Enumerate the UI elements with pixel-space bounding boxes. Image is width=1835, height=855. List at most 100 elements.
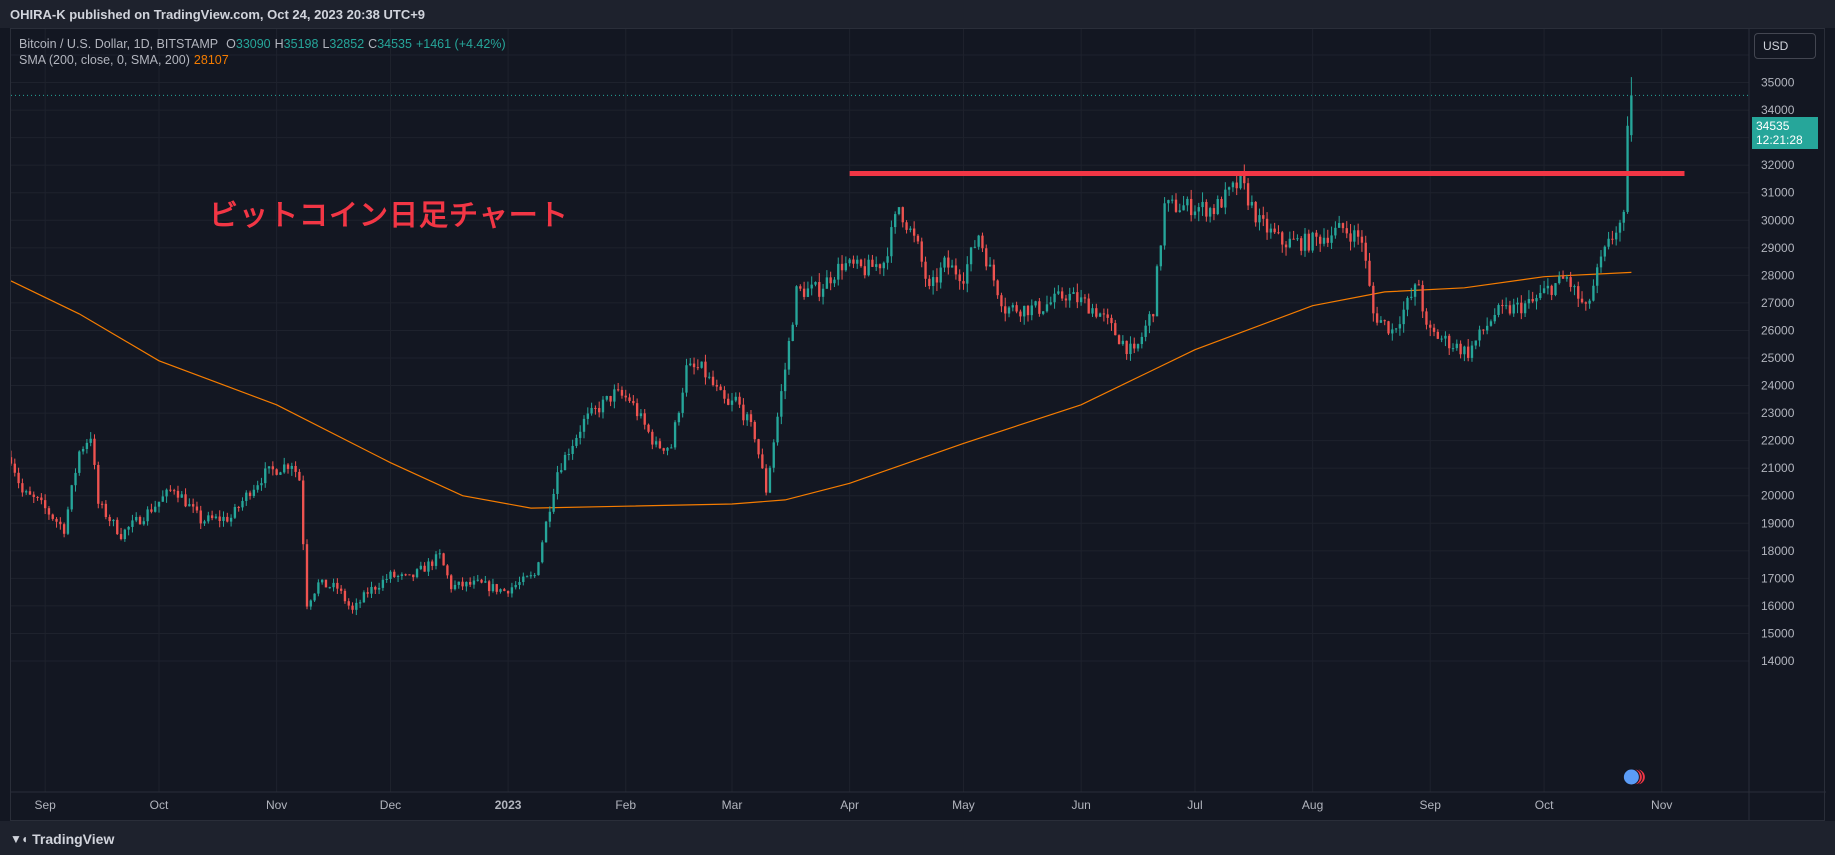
candle-body — [601, 399, 605, 413]
candle-body — [336, 582, 339, 589]
candle-body — [1254, 201, 1257, 223]
candle-body — [856, 259, 859, 264]
candle-body — [1231, 182, 1235, 188]
candle-body — [1448, 335, 1451, 349]
candle-body — [1485, 325, 1489, 331]
candle-body — [810, 284, 813, 289]
sma-label[interactable]: SMA (200, close, 0, SMA, 200) — [19, 53, 190, 67]
candle-body — [1117, 335, 1121, 345]
x-tick-label: Sep — [1420, 798, 1442, 812]
candle-body — [1429, 324, 1432, 328]
candle-body — [1394, 328, 1398, 330]
candle-body — [1041, 311, 1045, 314]
candle-body — [199, 510, 202, 524]
candle-body — [112, 519, 115, 522]
x-tick-label: Oct — [1535, 798, 1554, 812]
y-tick-label: 19000 — [1761, 516, 1795, 530]
candle-body — [396, 576, 400, 578]
candle-body — [840, 263, 844, 271]
candle-body — [1174, 199, 1178, 212]
candle-body — [1197, 207, 1200, 212]
candle-body — [992, 264, 996, 281]
candle-body — [1493, 314, 1496, 322]
y-tick-label: 32000 — [1761, 158, 1795, 172]
chart-annotation-text[interactable]: ビットコイン日足チャート — [209, 200, 569, 232]
candle-body — [1038, 301, 1041, 314]
candle-body — [495, 584, 498, 592]
chart-area[interactable]: 14000 15000 16000 17000 18000 19000 20000 21000… — [10, 28, 1826, 822]
candle-body — [195, 506, 199, 511]
candle-body — [837, 263, 840, 280]
candle-body — [1292, 238, 1295, 240]
candle-body — [541, 542, 544, 563]
y-tick-label: 26000 — [1761, 323, 1795, 337]
candle-body — [1258, 215, 1261, 223]
tradingview-brand[interactable]: ▼◖ TradingView — [10, 831, 114, 847]
candle-body — [1178, 210, 1181, 212]
candle-body — [1140, 336, 1144, 345]
candle-body — [62, 524, 66, 534]
candle-body — [229, 517, 233, 522]
currency-selector[interactable]: USD — [1754, 33, 1816, 59]
candle-body — [1049, 302, 1052, 305]
publisher-bar: OHIRA-K published on TradingView.com, Oc… — [0, 0, 1835, 28]
candle-body — [203, 521, 206, 524]
candle-body — [719, 386, 722, 391]
candle-body — [146, 509, 149, 522]
candle-body — [1307, 233, 1310, 251]
candle-body — [522, 576, 525, 583]
candle-body — [1349, 233, 1352, 242]
candle-body — [525, 576, 529, 578]
candle-body — [161, 496, 164, 502]
candle-body — [1603, 246, 1606, 257]
candle-body — [419, 565, 423, 570]
candle-body — [871, 259, 874, 267]
candle-body — [632, 400, 635, 404]
candle-body — [1315, 232, 1318, 237]
candle-body — [1360, 236, 1364, 243]
candle-body — [802, 288, 806, 297]
candle-body — [1611, 238, 1614, 240]
candle-body — [1406, 297, 1409, 310]
candle-body — [563, 454, 567, 471]
candle-body — [977, 235, 980, 247]
candle-body — [533, 575, 536, 577]
chart-canvas[interactable]: 14000 15000 16000 17000 18000 19000 20000 21000… — [11, 29, 1826, 822]
candle-body — [681, 392, 684, 413]
candle-body — [613, 389, 616, 402]
candle-body — [309, 600, 312, 607]
candle-body — [434, 554, 438, 566]
candle-body — [431, 561, 434, 566]
candle-body — [544, 521, 548, 543]
x-tick-label: Oct — [150, 798, 169, 812]
candle-body — [579, 431, 582, 438]
candle-body — [324, 579, 328, 588]
candle-body — [1227, 187, 1231, 190]
candle-body — [567, 453, 571, 455]
candle-body — [947, 257, 950, 268]
candle-body — [1588, 300, 1591, 304]
candle-body — [1512, 304, 1515, 314]
candle-body — [13, 463, 16, 473]
candle-body — [890, 227, 893, 257]
candle-body — [901, 207, 904, 223]
candle-body — [1083, 297, 1087, 299]
candle-body — [685, 365, 688, 393]
low-value: 32852 — [329, 37, 365, 51]
candle-body — [833, 279, 836, 284]
candle-body — [176, 490, 180, 498]
candle-body — [423, 565, 426, 572]
ohlc-close: C34535 — [368, 36, 412, 52]
candle-body — [169, 489, 172, 491]
candle-body — [795, 286, 798, 325]
candle-body — [1527, 298, 1531, 304]
candle-body — [374, 586, 377, 590]
ohlc-open: O33090 — [226, 36, 271, 52]
candle-body — [1330, 235, 1333, 243]
candle-body — [727, 398, 730, 405]
last-price-tag: 34535 12:21:28 — [1752, 117, 1818, 149]
candle-body — [1516, 302, 1519, 305]
candle-body — [131, 520, 134, 527]
candle-body — [647, 424, 650, 432]
symbol-title[interactable]: Bitcoin / U.S. Dollar, 1D, BITSTAMP — [19, 37, 219, 51]
